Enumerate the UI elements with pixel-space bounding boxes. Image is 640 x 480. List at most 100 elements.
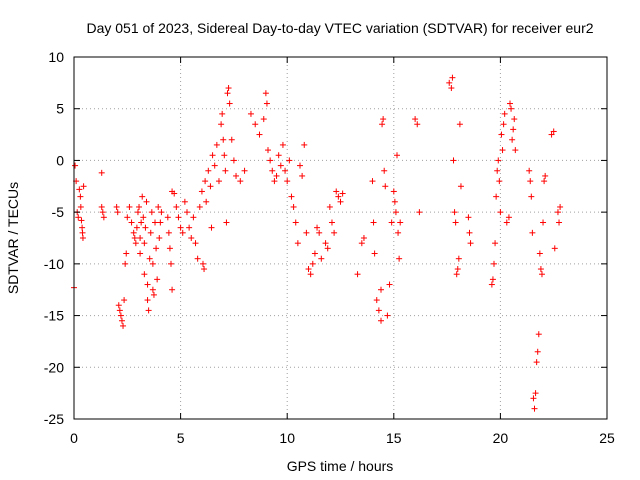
data-point	[202, 178, 209, 185]
data-point	[241, 167, 248, 174]
data-point	[446, 79, 453, 86]
data-point	[393, 152, 400, 159]
data-point	[354, 271, 361, 278]
data-point	[314, 224, 321, 231]
data-point	[150, 291, 157, 298]
data-point	[290, 203, 297, 210]
data-point	[373, 297, 380, 304]
data-point	[148, 209, 155, 216]
data-point	[505, 214, 512, 221]
data-point	[358, 240, 365, 247]
data-point	[499, 147, 506, 154]
data-point	[378, 286, 385, 293]
data-point	[171, 190, 178, 197]
plot-frame	[73, 56, 608, 420]
y-tick-label: 5	[56, 101, 64, 117]
data-point	[337, 198, 344, 205]
data-point	[100, 214, 107, 221]
data-point	[381, 167, 388, 174]
data-point	[303, 229, 310, 236]
data-point	[492, 240, 499, 247]
x-axis-label: GPS time / hours	[287, 458, 394, 474]
x-tick-label: 20	[493, 430, 509, 446]
data-point	[175, 214, 182, 221]
data-point	[455, 255, 462, 262]
data-point	[527, 178, 534, 185]
data-point	[534, 348, 541, 355]
data-point	[226, 100, 233, 107]
data-point	[494, 167, 501, 174]
data-point	[273, 172, 280, 179]
data-point	[215, 178, 222, 185]
data-point	[77, 203, 84, 210]
data-point	[144, 281, 151, 288]
data-point	[414, 121, 421, 128]
data-point	[113, 203, 120, 210]
data-point	[531, 405, 538, 412]
data-point	[252, 121, 259, 128]
data-point	[309, 260, 316, 267]
data-point	[205, 167, 212, 174]
data-point	[223, 219, 230, 226]
data-point	[80, 183, 87, 190]
data-point	[532, 390, 539, 397]
data-point	[149, 260, 156, 267]
data-point	[392, 209, 399, 216]
data-point	[396, 255, 403, 262]
data-point	[496, 178, 503, 185]
data-point	[294, 240, 301, 247]
x-tick-label: 10	[279, 430, 295, 446]
data-point	[286, 157, 293, 164]
x-tick-label: 25	[599, 430, 615, 446]
data-point	[263, 100, 270, 107]
data-point	[228, 136, 235, 143]
data-point	[98, 169, 105, 176]
data-point	[233, 172, 240, 179]
y-axis-label: SDTVAR / TECUs	[5, 182, 21, 294]
data-point	[156, 235, 163, 241]
y-tick-label: 10	[48, 49, 64, 65]
axis-ticks: 0 5 10 15 20 25 -25 -20 -15 -10 -5 0 5 10	[44, 49, 615, 446]
data-point	[501, 110, 508, 117]
data-point	[540, 219, 547, 226]
data-point	[541, 178, 548, 185]
y-tick-label: -5	[52, 204, 65, 220]
y-tick-label: -15	[44, 308, 64, 324]
data-point	[380, 116, 387, 123]
data-point	[412, 116, 419, 123]
data-point	[388, 219, 395, 226]
data-point	[132, 240, 139, 247]
data-point	[98, 203, 105, 210]
data-point	[386, 281, 393, 288]
data-point	[99, 209, 106, 216]
x-tick-label: 5	[177, 430, 185, 446]
data-point	[79, 229, 86, 236]
data-point	[122, 260, 129, 267]
data-point	[237, 178, 244, 185]
data-point	[453, 271, 460, 278]
data-point	[77, 193, 84, 200]
data-point	[183, 209, 190, 216]
data-point	[331, 229, 338, 236]
data-point	[166, 245, 173, 252]
data-point	[213, 141, 220, 148]
data-point	[126, 203, 133, 210]
data-point	[378, 317, 385, 324]
data-point	[220, 136, 227, 143]
data-point	[76, 186, 83, 193]
data-points	[71, 74, 564, 412]
data-point	[147, 229, 154, 236]
data-point	[509, 136, 516, 143]
data-point	[391, 198, 398, 205]
data-point	[152, 219, 159, 226]
data-point	[305, 266, 312, 273]
data-point	[449, 74, 456, 81]
data-point	[75, 214, 82, 221]
data-point	[282, 167, 289, 174]
data-point	[230, 157, 237, 164]
data-point	[211, 162, 218, 169]
data-point	[164, 214, 171, 221]
data-point	[557, 203, 564, 210]
data-point	[203, 198, 210, 205]
data-point	[131, 235, 138, 241]
